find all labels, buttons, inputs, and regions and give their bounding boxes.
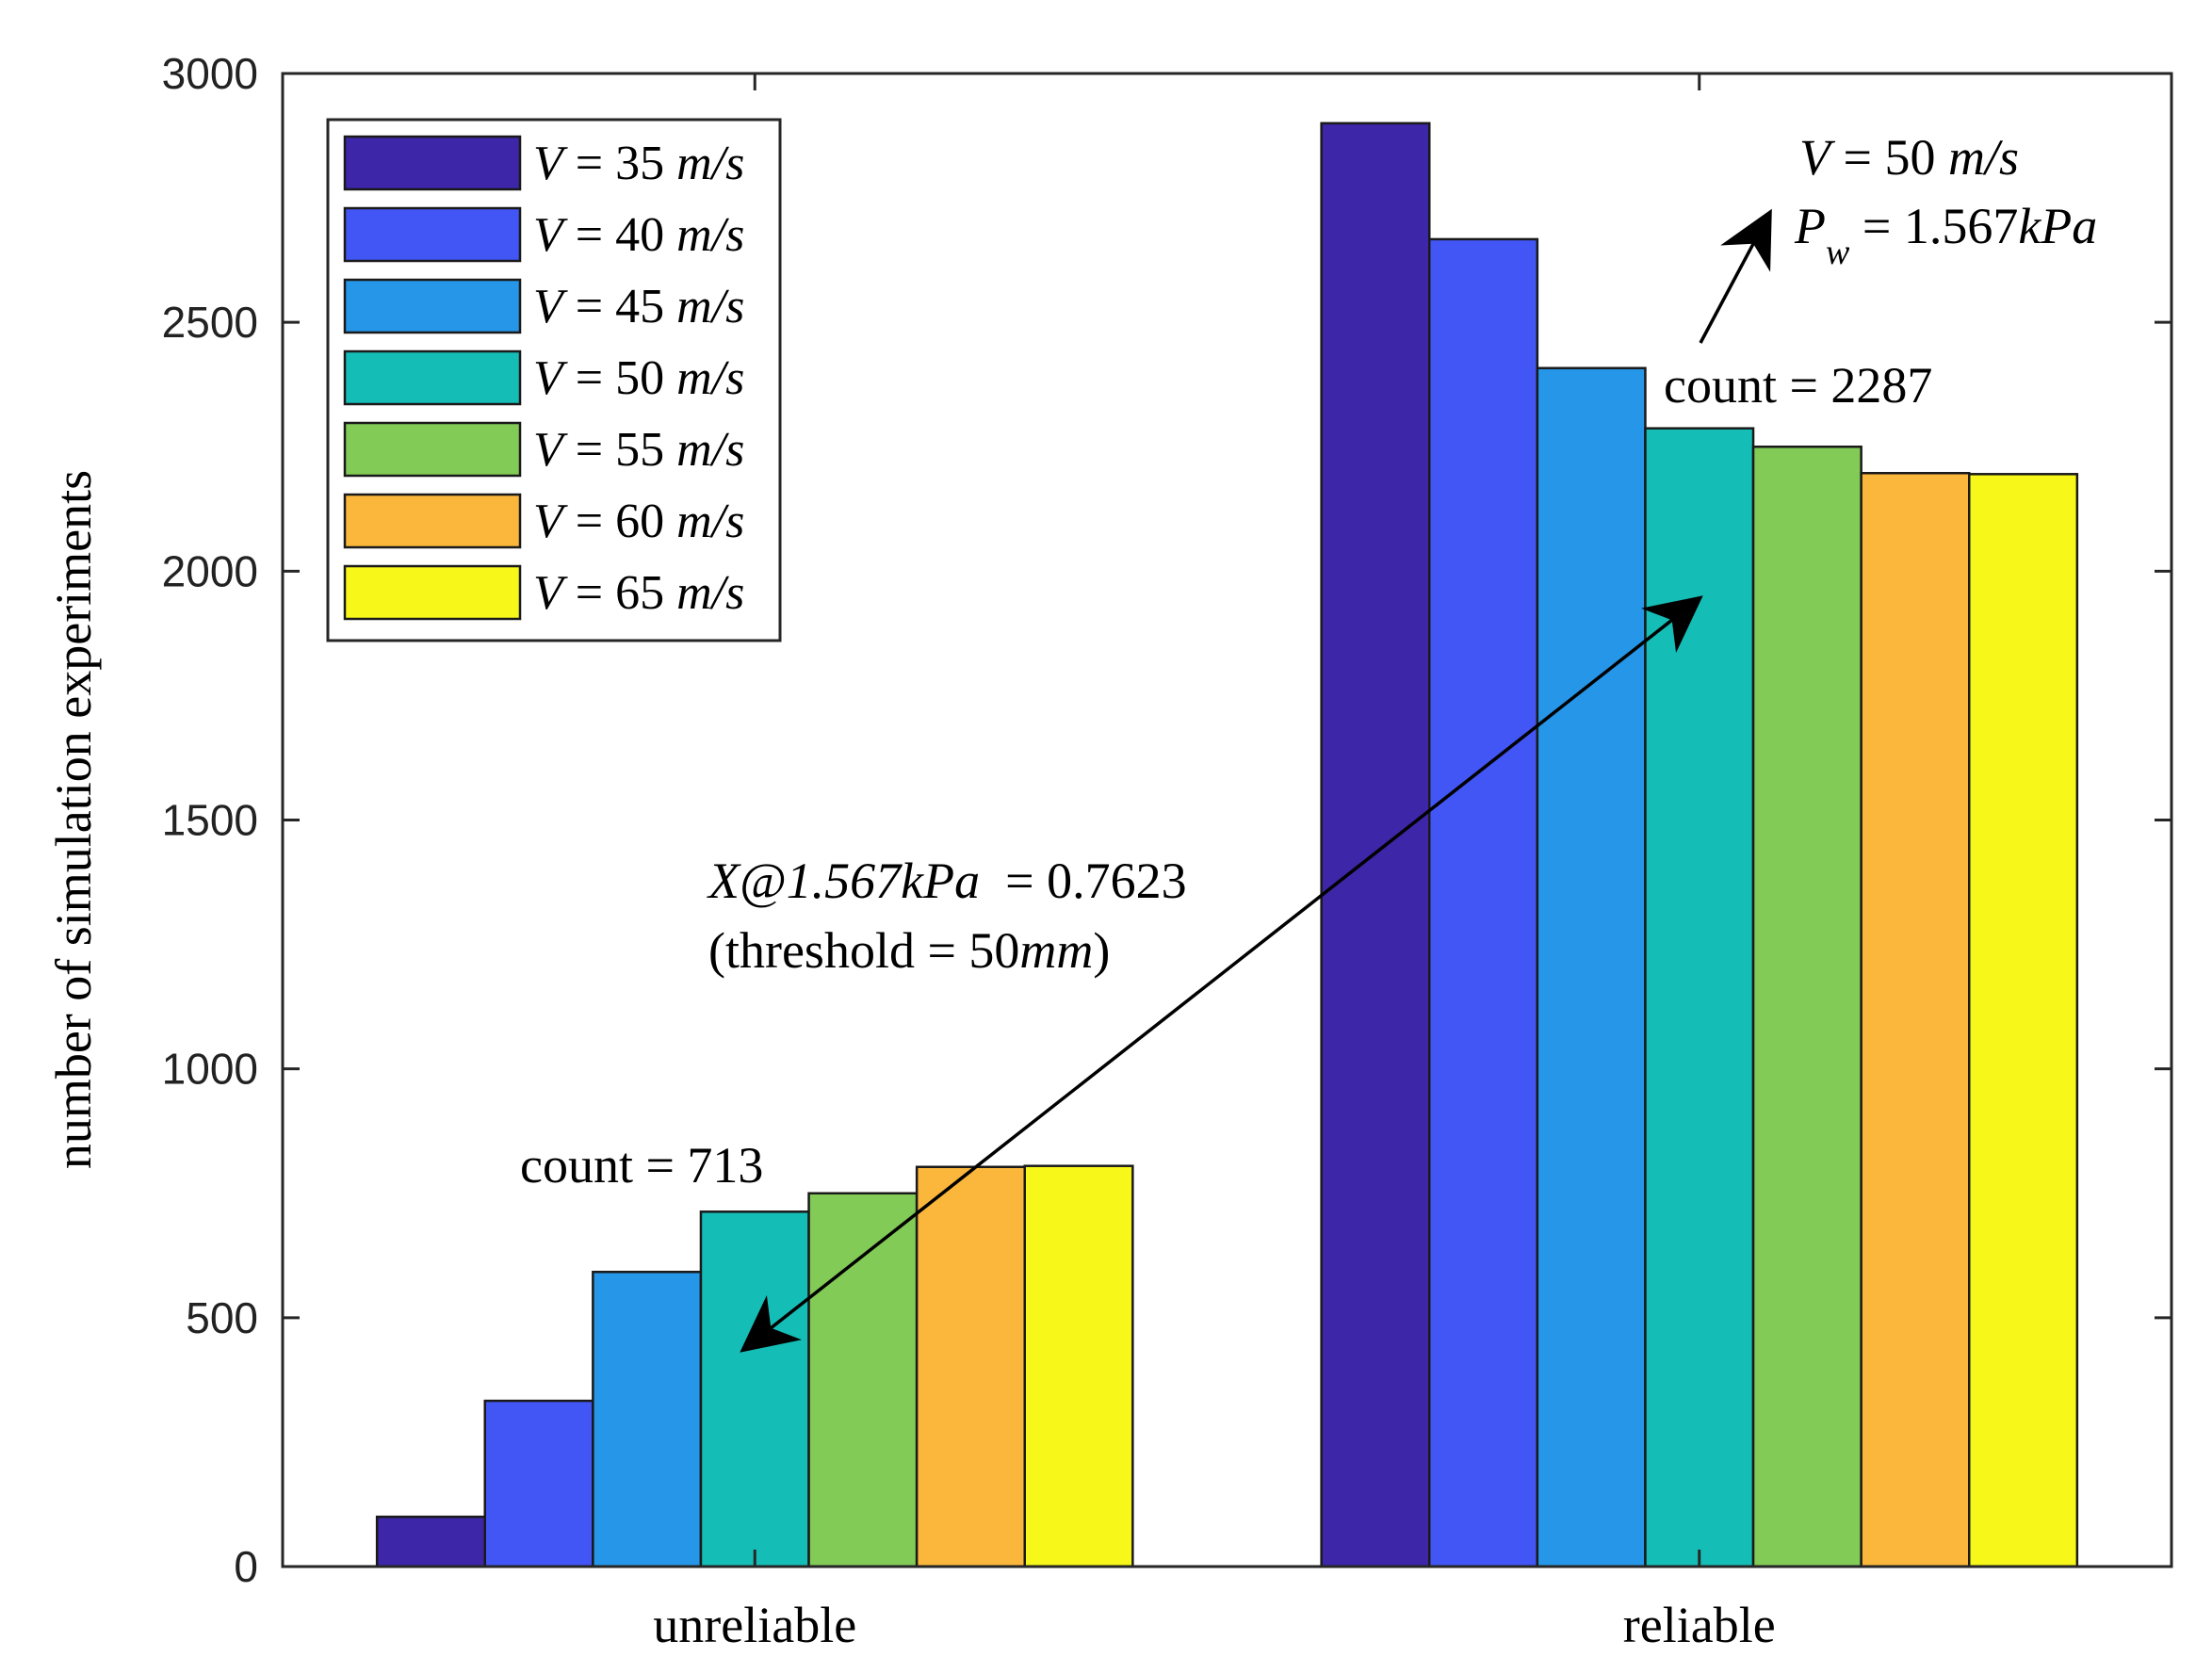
- legend-swatch: [343, 493, 522, 549]
- legend-swatch: [343, 206, 522, 263]
- y-tick-label: 500: [186, 1293, 258, 1342]
- legend: V = 35 m/s V = 40 m/s V = 45 m/s V = 50 m/s…: [326, 118, 782, 642]
- annotation-condition-pressure: Pw = 1.567kPa: [1794, 198, 2097, 272]
- y-tick-label: 2000: [162, 546, 258, 595]
- bar-unreliable-3: [592, 1270, 703, 1568]
- annotation-ratio: X@1.567kPa = 0.7623: [707, 853, 1187, 909]
- annotation-condition-velocity: V = 50 m/s: [1799, 129, 2019, 186]
- x-tick-label: reliable: [1623, 1597, 1776, 1653]
- bar-reliable-3: [1536, 366, 1647, 1568]
- plot-area-frame: [281, 72, 2173, 1568]
- bar-unreliable-5: [807, 1192, 919, 1568]
- bar-reliable-7: [1968, 473, 2079, 1568]
- bar-reliable-6: [1860, 472, 1971, 1568]
- bar-unreliable-1: [375, 1515, 486, 1568]
- bar-reliable-2: [1428, 237, 1539, 1568]
- y-axis-label: number of simulation experiments: [45, 470, 102, 1169]
- double-arrow-ratio: [740, 595, 1703, 1353]
- y-tick-label: 3000: [162, 49, 258, 98]
- bar-unreliable-2: [483, 1399, 594, 1568]
- legend-swatch: [343, 278, 522, 334]
- legend-label: V = 45 m/s: [533, 280, 744, 333]
- legend-swatch: [343, 135, 522, 191]
- legend-label: V = 60 m/s: [533, 495, 744, 548]
- y-tick-label: 0: [234, 1542, 258, 1591]
- bar-unreliable-4: [699, 1210, 810, 1568]
- annotation-count-reliable: count = 2287: [1664, 357, 1932, 414]
- bar-reliable-4: [1644, 427, 1755, 1568]
- x-axis: unreliable reliable: [653, 73, 1776, 1653]
- legend-swatch: [343, 564, 522, 621]
- y-tick-label: 1000: [162, 1045, 258, 1094]
- x-tick-label: unreliable: [653, 1597, 856, 1653]
- y-tick-label: 1500: [162, 796, 258, 845]
- legend-label: V = 55 m/s: [533, 423, 744, 477]
- bar-unreliable-7: [1023, 1164, 1134, 1568]
- annotation-count-unreliable: count = 713: [520, 1137, 763, 1194]
- legend-label: V = 35 m/s: [533, 137, 744, 190]
- bar-unreliable-6: [915, 1165, 1027, 1568]
- legend-label: V = 40 m/s: [533, 208, 744, 262]
- legend-swatch: [343, 349, 522, 406]
- annotation-threshold: (threshold = 50mm): [708, 922, 1110, 979]
- bar-reliable-5: [1751, 446, 1862, 1568]
- y-axis: 0 500 1000 1500 2000 2500 3000: [162, 49, 2171, 1591]
- bar-reliable-1: [1320, 122, 1431, 1568]
- y-tick-label: 2500: [162, 298, 258, 347]
- legend-label: V = 65 m/s: [533, 566, 744, 620]
- arrow-condition: [1699, 208, 1772, 344]
- legend-label: V = 50 m/s: [533, 351, 744, 405]
- legend-swatch: [343, 421, 522, 478]
